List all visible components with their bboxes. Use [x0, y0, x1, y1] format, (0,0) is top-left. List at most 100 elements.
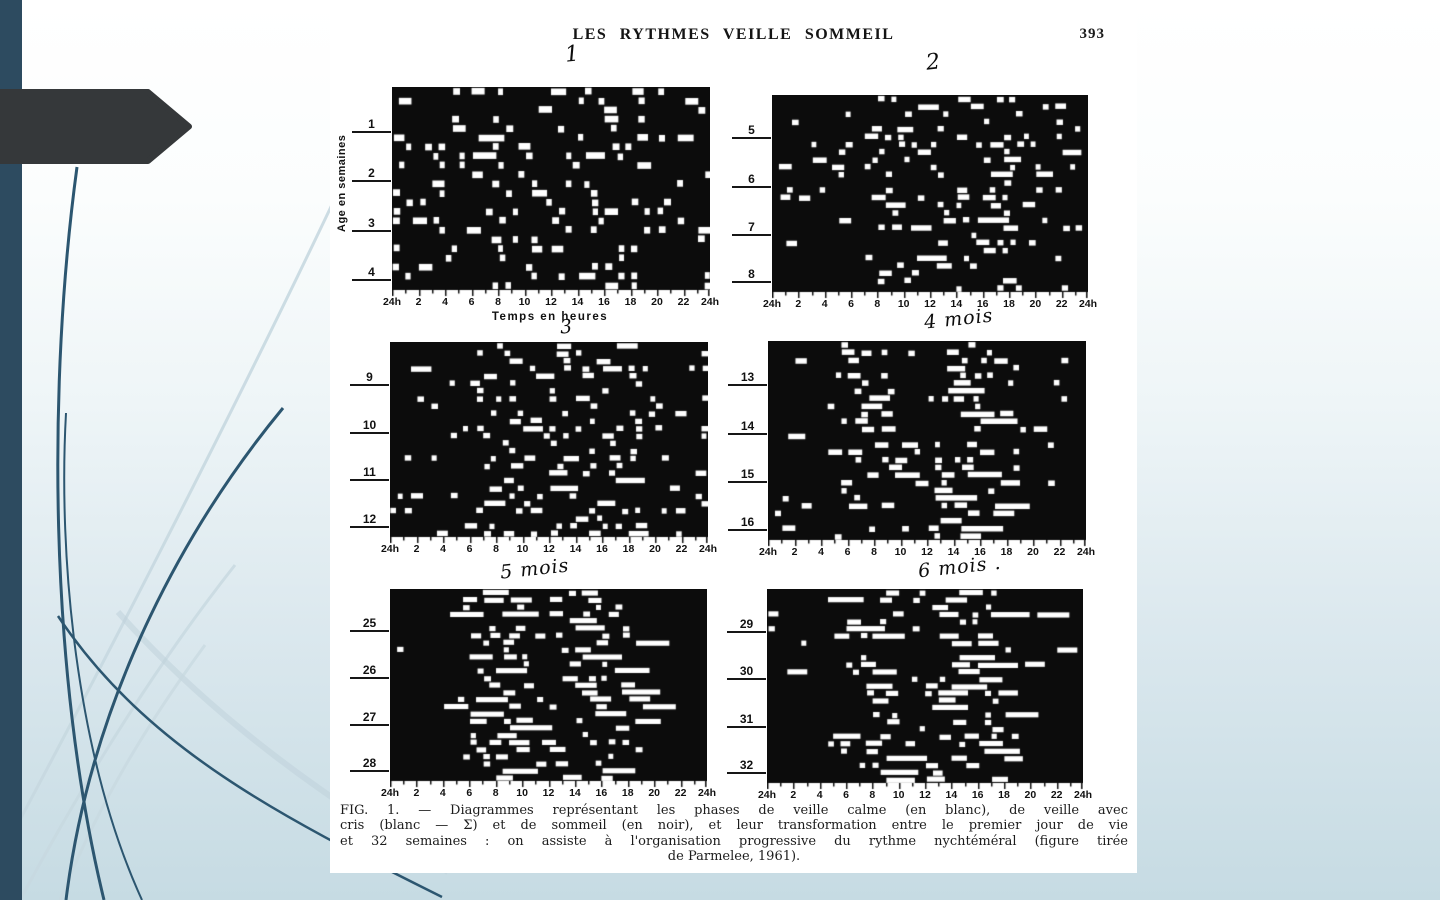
week-label: 15: [728, 467, 767, 484]
hour-label: 20: [651, 296, 663, 308]
hour-label: 12: [545, 296, 557, 308]
hour-label: 16: [596, 543, 608, 555]
actogram-raster: [390, 589, 707, 790]
hour-label: 8: [495, 296, 501, 308]
hour-label: 4: [440, 543, 446, 555]
hour-label: 2: [413, 543, 420, 555]
arrow-banner: [0, 89, 192, 164]
week-label: 30: [727, 664, 766, 681]
figure-caption: FIG. 1. — Diagrammes représentant les ph…: [340, 803, 1128, 864]
hour-label: 12: [543, 543, 555, 555]
hour-label: 8: [869, 789, 876, 801]
hour-label: 4: [816, 789, 823, 801]
dark-swirl-curve: [56, 166, 106, 900]
hour-label: 6: [844, 546, 851, 558]
hour-label: 22: [1050, 789, 1063, 801]
dark-swirl-curve: [64, 407, 285, 900]
hour-label: 6: [466, 543, 473, 555]
actogram-panel-weeks-9-12: 9 10 11 12 24h 2 4 6 8 10 12 14 16 18 20 22 24h: [350, 342, 717, 555]
hour-label: 20: [1029, 298, 1042, 310]
week-labels: 9 10 11 12: [350, 342, 708, 537]
hour-label: 22: [1055, 298, 1068, 310]
hour-label: 24h: [1073, 789, 1093, 801]
hour-label: 12: [921, 546, 933, 558]
hour-label: 18: [624, 296, 637, 308]
hour-label: 16: [971, 789, 984, 801]
hour-label: 2: [795, 298, 802, 310]
hour-label: 14: [947, 546, 960, 558]
hour-label: 12: [919, 789, 931, 801]
handwritten-annotation-1: 1: [563, 41, 582, 68]
hour-label: 10: [518, 296, 531, 308]
hour-labels: 24h 2 4 6 8 10 12 14 16 18 20 22 24h: [381, 787, 716, 799]
hour-label: 22: [675, 543, 688, 555]
hour-label: 10: [516, 543, 529, 555]
hour-label: 24h: [380, 787, 400, 799]
hour-label: 24h: [762, 298, 782, 310]
week-label: 3: [352, 216, 391, 233]
actogram-raster: [772, 95, 1088, 301]
hour-label: 22: [1053, 546, 1066, 558]
hour-label: 14: [950, 298, 963, 310]
hour-label: 14: [945, 789, 958, 801]
hour-label: 24h: [757, 789, 777, 801]
x-axis-title: Temps en heures: [491, 311, 609, 323]
week-label: 5: [732, 123, 771, 140]
hour-label: 18: [622, 543, 635, 555]
week-label: 4: [352, 265, 391, 281]
caption-line: cris (blanc — Σ) et de sommeil (en noir)…: [340, 818, 1128, 834]
hour-label: 4: [821, 298, 828, 310]
hour-labels: 24h 2 4 6 8 10 12 14 16 18 20 22 24h: [759, 546, 1095, 558]
hour-label: 20: [1024, 789, 1037, 801]
hour-label: 10: [894, 546, 907, 558]
light-swirl-curve: [58, 644, 207, 900]
actogram-raster: [392, 87, 710, 299]
hour-label: 24h: [700, 296, 720, 308]
week-label: 25: [350, 616, 389, 633]
week-label: 16: [728, 515, 767, 532]
week-label: 14: [728, 419, 767, 435]
week-label: 29: [727, 617, 766, 633]
hour-labels: 24h 2 4 6 8 10 12 14 16 18 20 22 24h: [383, 296, 719, 308]
hour-label: 24h: [698, 543, 718, 555]
actogram-raster: [390, 342, 708, 546]
hour-label: 20: [649, 543, 661, 555]
hour-label: 20: [1027, 546, 1039, 558]
week-labels: 29 30 31 32: [727, 589, 1083, 783]
caption-line: et 32 semaines : on assiste à l'organisa…: [340, 833, 1128, 849]
hour-label: 18: [1000, 546, 1013, 558]
caption-line: de Parmelee, 1961).: [667, 848, 801, 864]
hour-label: 12: [542, 787, 555, 799]
page-number: 393: [1079, 26, 1105, 42]
hour-label: 2: [791, 546, 798, 558]
hour-label: 6: [848, 298, 854, 310]
hour-label: 24h: [697, 787, 717, 799]
week-label: 6: [732, 172, 771, 188]
hour-label: 14: [569, 543, 582, 555]
week-label: 7: [732, 220, 771, 236]
week-label: 9: [350, 370, 389, 386]
hour-label: 10: [516, 787, 528, 799]
hour-label: 24h: [382, 296, 402, 308]
hour-label: 10: [897, 298, 910, 310]
hour-label: 24h: [380, 543, 400, 555]
actogram-panel-weeks-13-16: 13 14 15 16 24h 2 4 6 8 10 12 14 16 18 20 22 24h: [728, 341, 1095, 558]
hour-label: 4: [439, 787, 446, 799]
hour-label: 10: [892, 789, 905, 801]
scanned-journal-page: LES RYTHMES VEILLE SOMMEIL 393 1 2 3 4 m…: [330, 0, 1137, 873]
week-label: 12: [350, 512, 389, 529]
light-swirl-curve: [0, 191, 340, 861]
actogram-panel-weeks-29-32: 29 30 31 32 24h 2 4 6 8 10 12 14 16 18 20 22 24h: [727, 589, 1092, 801]
left-accent-bar: [0, 0, 22, 900]
hour-label: 18: [621, 787, 634, 799]
dark-swirl-curve: [63, 412, 143, 900]
hour-label: 14: [569, 787, 581, 799]
hour-label: 6: [466, 787, 473, 799]
hour-labels: 24h 2 4 6 8 10 12 14 16 18 20 22 24h: [758, 789, 1092, 801]
light-swirl-curve: [18, 564, 237, 900]
handwritten-annotation-5: 5 mois: [499, 554, 571, 584]
hour-label: 22: [677, 296, 690, 308]
hour-labels: 24h 2 4 6 8 10 12 14 16 18 20 22 24h: [381, 543, 717, 555]
y-axis-title: Age en semaines: [336, 134, 348, 232]
